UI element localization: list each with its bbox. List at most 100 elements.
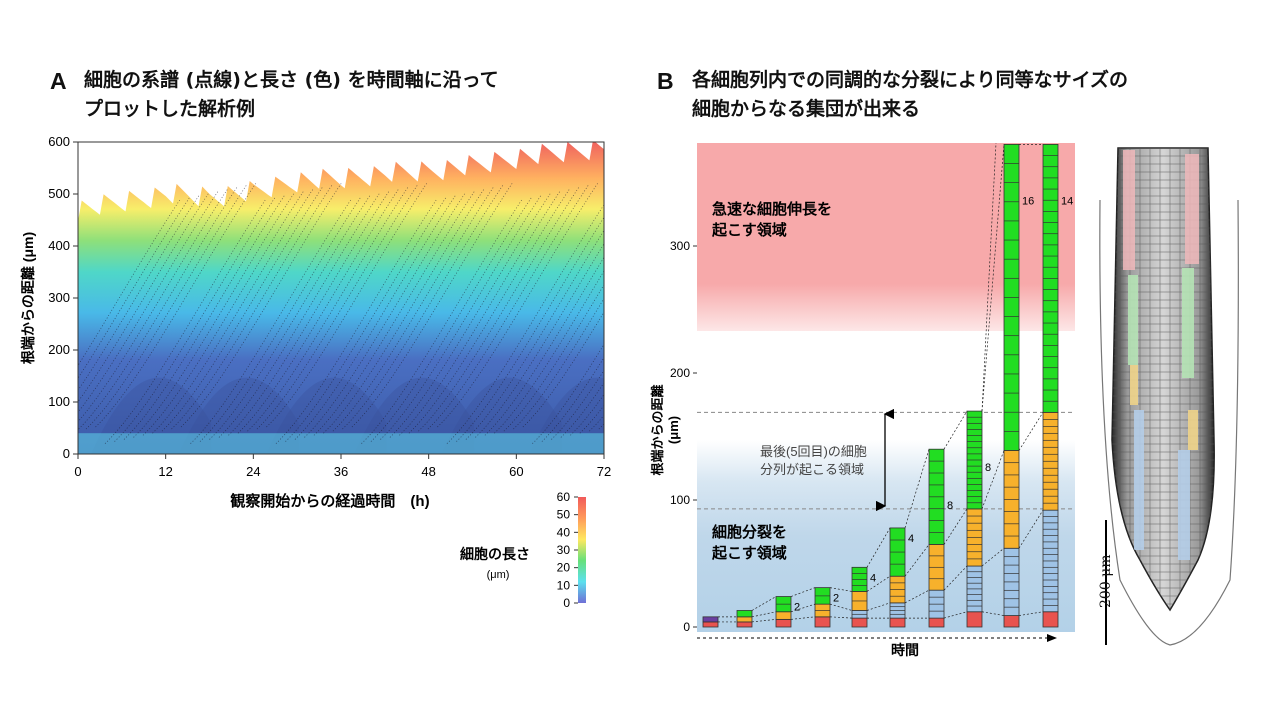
lineage-connector xyxy=(751,619,777,623)
lineage-connector xyxy=(943,508,968,545)
heatmap-field xyxy=(78,142,640,454)
cell-segment-orange xyxy=(736,616,753,623)
panel-a-ylabel: 根端からの距離 (μm) xyxy=(20,232,36,364)
lineage-connector xyxy=(1018,412,1044,451)
elongation-zone-label-1: 急速な細胞伸長を xyxy=(712,200,832,218)
root-green-cells-left xyxy=(1128,275,1138,365)
lineage-connector xyxy=(751,596,777,611)
lineage-connector xyxy=(943,410,968,450)
elongation-zone-label-2: 起こす領域 xyxy=(711,221,787,239)
lineage-line xyxy=(618,199,640,443)
panel-a-title: 細胞の系譜 (点線)と長さ (色) を時間軸に沿って プロットした解析例 xyxy=(84,66,604,124)
lineage-connector xyxy=(751,611,777,618)
panel-a-chart: 0 12 24 36 48 60 72 0 100 200 300 400 500 600 根端からの距離… xyxy=(20,134,640,610)
root-tip-band xyxy=(78,433,604,454)
last-division-label-1: 最後(5回目)の細胞 xyxy=(760,444,867,459)
panel-a-title-line1: 細胞の系譜 (点線)と長さ (色) を時間軸に沿って xyxy=(84,69,499,91)
y-tick-label: 200 xyxy=(48,342,70,357)
y-tick-label: 200 xyxy=(670,366,690,380)
lineage-connector xyxy=(1018,611,1044,616)
x-tick-label: 36 xyxy=(334,464,348,479)
lineage-connector xyxy=(790,603,816,613)
cell-count-label: 14 xyxy=(1061,195,1073,207)
colorbar-tick-label: 50 xyxy=(557,508,571,522)
panel-b-title: 各細胞列内での同調的な分裂により同等なサイズの 細胞からなる集団が出来る xyxy=(692,66,1252,124)
x-tick-label: 72 xyxy=(597,464,611,479)
cell-segment-red xyxy=(775,618,792,628)
lineage-connector xyxy=(866,602,891,611)
x-tick-label: 48 xyxy=(421,464,435,479)
root-micrograph xyxy=(1099,147,1239,646)
root-elongation-cells-right xyxy=(1185,154,1199,264)
x-tick-label: 12 xyxy=(158,464,172,479)
root-green-cells-right xyxy=(1182,268,1194,378)
colorbar-unit: (μm) xyxy=(487,569,510,581)
y-tick-label: 600 xyxy=(48,134,70,149)
lineage-connector xyxy=(981,144,1005,412)
lineage-connector xyxy=(790,587,816,597)
cell-segment-red xyxy=(814,616,831,628)
root-blue-cells-right xyxy=(1178,450,1190,560)
y-tick-label: 100 xyxy=(670,493,690,507)
cell-columns: 2 2 4 4 8 8 16 14 xyxy=(702,143,1073,628)
cell-count-label: 4 xyxy=(908,533,914,545)
division-zone-label-2: 起こす領域 xyxy=(711,544,787,562)
x-tick-label: 24 xyxy=(246,464,260,479)
y-tick-label: 0 xyxy=(683,620,690,634)
cell-segment-red xyxy=(1003,615,1020,628)
cell-segment-red xyxy=(889,617,906,628)
x-tick-label: 0 xyxy=(74,464,81,479)
panel-a-xlabel: 観察開始からの経過時間 (h) xyxy=(230,492,429,510)
lineage-connector xyxy=(981,450,1005,510)
last-division-label-2: 分列が起こる領域 xyxy=(760,462,864,477)
lineage-connector xyxy=(904,449,930,529)
lineage-connector xyxy=(1018,509,1044,549)
root-outer-outline xyxy=(1099,199,1239,646)
colorbar-tick-label: 60 xyxy=(557,490,571,504)
lineage-connector xyxy=(866,527,891,568)
colorbar-tick-label: 0 xyxy=(563,596,570,610)
cell-count-label: 4 xyxy=(870,572,876,584)
panel-b-diagram: 2 2 4 4 8 8 16 14 0 100 200 300 急速な細胞伸長を 起こす領域 最後(… xyxy=(650,142,1075,658)
cell-count-label: 2 xyxy=(833,593,839,605)
cell-segment-red xyxy=(966,611,983,628)
y-tick-label: 100 xyxy=(48,394,70,409)
y-tick-label: 300 xyxy=(670,239,690,253)
colorbar-tick-label: 40 xyxy=(557,525,571,539)
y-tick-label: 400 xyxy=(48,238,70,253)
lineage-line xyxy=(608,183,640,427)
cell-count-label: 8 xyxy=(985,462,991,474)
colorbar-ticks: 0 10 20 30 40 50 60 xyxy=(557,490,578,610)
division-zone-label-1: 細胞分裂を xyxy=(712,523,787,541)
cell-count-label: 16 xyxy=(1022,195,1034,207)
panel-b-ylabel-line1: 根端からの距離 xyxy=(650,384,665,475)
panel-b-letter: B xyxy=(657,68,674,94)
y-tick-label: 300 xyxy=(48,290,70,305)
root-orange-cells-right xyxy=(1188,410,1198,450)
panel-b-xlabel: 時間 xyxy=(891,642,919,658)
x-tick-label: 60 xyxy=(509,464,523,479)
colorbar-tick-label: 10 xyxy=(557,578,571,592)
cell-count-label: 8 xyxy=(947,500,953,512)
panel-b-title-line2: 細胞からなる集団が出来る xyxy=(692,98,921,120)
panel-a-axes: 0 12 24 36 48 60 72 0 100 200 300 400 500 600 xyxy=(48,134,611,479)
colorbar xyxy=(578,497,586,603)
cell-segment-red xyxy=(928,617,945,628)
cell-count-label: 2 xyxy=(794,602,800,614)
y-tick-label: 500 xyxy=(48,186,70,201)
lineage-connector xyxy=(981,547,1005,567)
root-blue-cells-left xyxy=(1134,410,1144,550)
cell-segment-green xyxy=(736,610,753,618)
cell-segment-red xyxy=(851,617,868,628)
panel-a-title-line2: プロットした解析例 xyxy=(84,98,256,120)
colorbar-tick-label: 30 xyxy=(557,543,571,557)
lineage-connector xyxy=(981,142,997,412)
lineage-connector xyxy=(790,616,816,620)
lineage-lines xyxy=(718,142,1044,623)
root-orange-cells-left xyxy=(1130,365,1138,405)
panel-b-ylabel-line2: (μm) xyxy=(666,416,681,444)
lineage-connector xyxy=(943,565,968,591)
cell-segment-red xyxy=(702,621,719,628)
scale-bar-label: 200 μm xyxy=(1098,554,1114,608)
panel-b-axes: 0 100 200 300 xyxy=(670,239,697,634)
